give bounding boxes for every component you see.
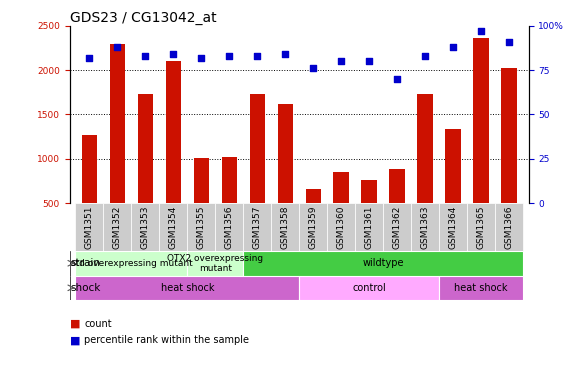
FancyBboxPatch shape [411, 203, 439, 251]
Text: ■: ■ [70, 335, 80, 346]
Text: GSM1362: GSM1362 [393, 206, 401, 249]
Point [364, 58, 374, 64]
Text: GSM1356: GSM1356 [225, 206, 234, 249]
Text: GSM1355: GSM1355 [197, 206, 206, 249]
Text: GSM1360: GSM1360 [337, 206, 346, 249]
FancyBboxPatch shape [187, 251, 243, 276]
Bar [361, 180, 377, 247]
FancyBboxPatch shape [76, 276, 299, 300]
FancyBboxPatch shape [327, 203, 355, 251]
FancyBboxPatch shape [495, 203, 523, 251]
Text: OTX2 overexpressing
mutant: OTX2 overexpressing mutant [167, 254, 263, 273]
Point [168, 51, 178, 57]
FancyBboxPatch shape [299, 203, 327, 251]
Text: GSM1353: GSM1353 [141, 206, 150, 249]
Text: heat shock: heat shock [454, 283, 508, 293]
Point [449, 44, 458, 50]
Text: GSM1364: GSM1364 [449, 206, 458, 249]
Point [225, 53, 234, 59]
FancyBboxPatch shape [243, 251, 523, 276]
Bar [81, 135, 97, 247]
Bar [501, 68, 517, 247]
Text: GDS23 / CG13042_at: GDS23 / CG13042_at [70, 11, 216, 25]
Point [336, 58, 346, 64]
FancyBboxPatch shape [439, 276, 523, 300]
Text: heat shock: heat shock [160, 283, 214, 293]
FancyBboxPatch shape [243, 203, 271, 251]
Text: strain: strain [70, 258, 101, 268]
Bar [278, 104, 293, 247]
Text: GSM1351: GSM1351 [85, 206, 94, 249]
FancyBboxPatch shape [467, 203, 495, 251]
FancyBboxPatch shape [103, 203, 131, 251]
Point [113, 44, 122, 50]
Bar [249, 94, 265, 247]
FancyBboxPatch shape [215, 203, 243, 251]
FancyBboxPatch shape [383, 203, 411, 251]
Point [309, 65, 318, 71]
Text: GSM1359: GSM1359 [309, 206, 318, 249]
Point [253, 53, 262, 59]
Text: GSM1357: GSM1357 [253, 206, 261, 249]
Bar [193, 158, 209, 247]
Text: percentile rank within the sample: percentile rank within the sample [84, 335, 249, 346]
Text: shock: shock [70, 283, 101, 293]
FancyBboxPatch shape [355, 203, 383, 251]
Bar [110, 44, 125, 247]
Text: GSM1363: GSM1363 [421, 206, 430, 249]
Bar [166, 61, 181, 247]
Point [281, 51, 290, 57]
FancyBboxPatch shape [187, 203, 215, 251]
Point [421, 53, 430, 59]
Point [476, 28, 486, 34]
Point [85, 55, 94, 60]
Text: GSM1358: GSM1358 [281, 206, 290, 249]
Bar [389, 169, 405, 247]
Text: otd overexpressing mutant: otd overexpressing mutant [70, 259, 193, 268]
Bar [418, 94, 433, 247]
Text: GSM1365: GSM1365 [476, 206, 486, 249]
FancyBboxPatch shape [439, 203, 467, 251]
FancyBboxPatch shape [271, 203, 299, 251]
Text: count: count [84, 319, 112, 329]
Text: GSM1366: GSM1366 [505, 206, 514, 249]
Text: GSM1361: GSM1361 [365, 206, 374, 249]
Bar [138, 94, 153, 247]
Text: wildtype: wildtype [363, 258, 404, 268]
FancyBboxPatch shape [131, 203, 159, 251]
Text: ■: ■ [70, 319, 80, 329]
Point [141, 53, 150, 59]
Text: GSM1354: GSM1354 [168, 206, 178, 249]
Point [196, 55, 206, 60]
Bar [306, 189, 321, 247]
Bar [474, 38, 489, 247]
FancyBboxPatch shape [76, 251, 187, 276]
Bar [333, 172, 349, 247]
FancyBboxPatch shape [76, 203, 103, 251]
Text: GSM1352: GSM1352 [113, 206, 122, 249]
Bar [446, 130, 461, 247]
Point [504, 39, 514, 45]
Text: control: control [352, 283, 386, 293]
FancyBboxPatch shape [299, 276, 439, 300]
Point [393, 76, 402, 82]
FancyBboxPatch shape [159, 203, 187, 251]
Bar [221, 157, 237, 247]
